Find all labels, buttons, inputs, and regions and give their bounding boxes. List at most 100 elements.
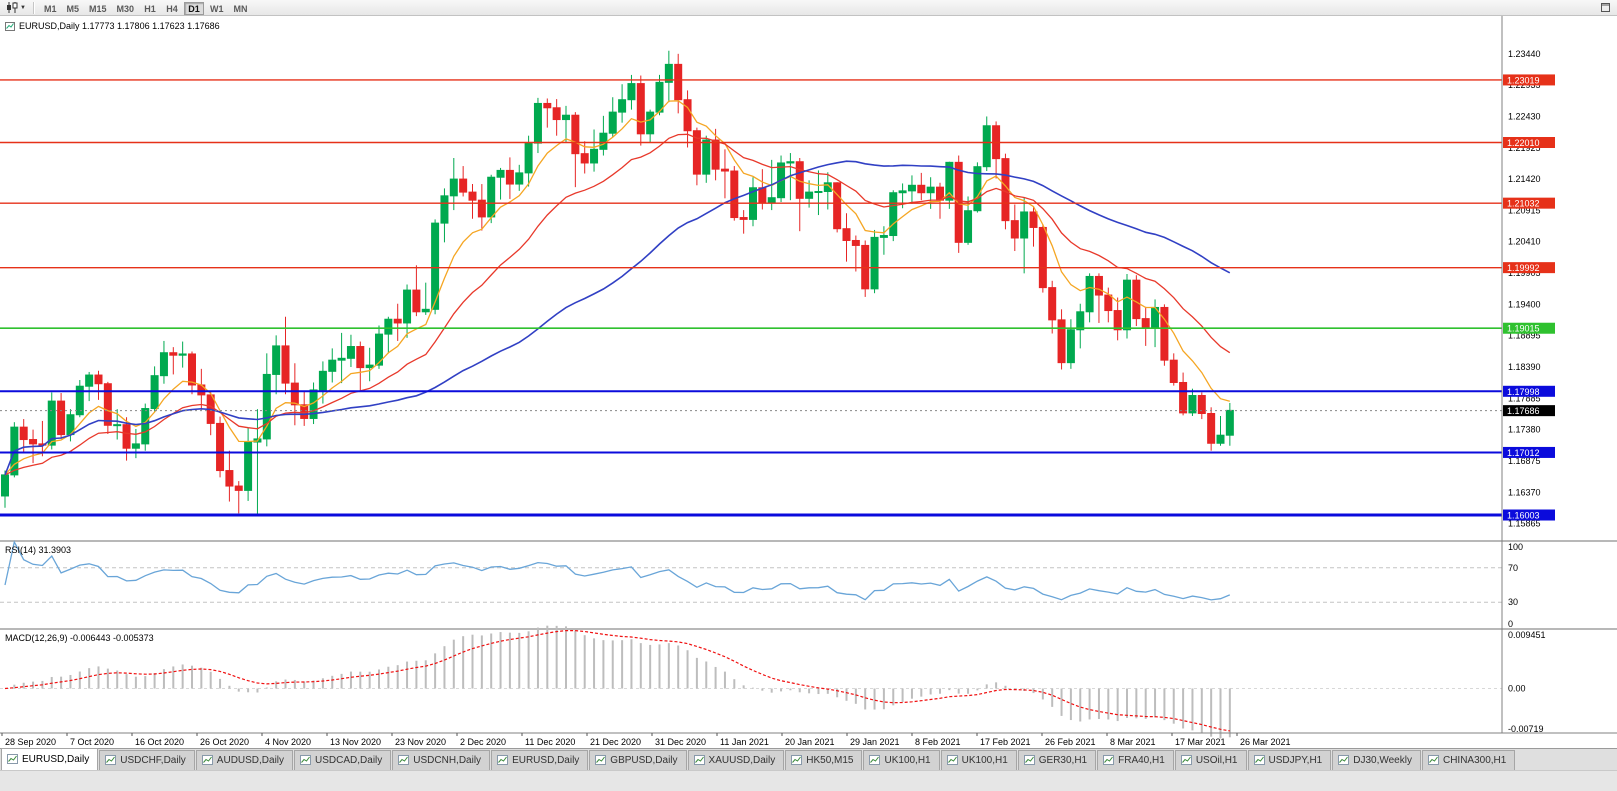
svg-text:1.22430: 1.22430 [1508, 111, 1541, 121]
symbol-tab-ger30-h1[interactable]: GER30,H1 [1017, 750, 1097, 770]
timeframe-button-d1[interactable]: D1 [184, 1, 205, 15]
timeframe-button-mn[interactable]: MN [230, 2, 252, 15]
price-tag-1.19992[interactable]: 1.19992 [1503, 262, 1555, 274]
restore-icon [1601, 3, 1610, 12]
tab-label: USDCAD,Daily [315, 754, 383, 766]
timeframe-button-m15[interactable]: M15 [85, 2, 111, 15]
macd-histogram [13, 625, 1231, 739]
symbol-tab-usdchf-daily[interactable]: USDCHF,Daily [99, 750, 195, 770]
tab-chart-icon [791, 755, 803, 765]
svg-text:70: 70 [1508, 563, 1518, 573]
svg-text:1.16003: 1.16003 [1507, 511, 1540, 521]
tab-chart-icon [398, 755, 410, 765]
price-chart[interactable]: 1.234401.229351.224301.219251.214201.209… [0, 16, 1617, 748]
svg-text:11 Jan 2021: 11 Jan 2021 [720, 737, 769, 747]
price-tag-1.22010[interactable]: 1.22010 [1503, 137, 1555, 149]
symbol-tab-usoil-h1[interactable]: USOil,H1 [1174, 750, 1247, 770]
tab-label: USDCHF,Daily [120, 754, 186, 766]
chart-tab-bar: EURUSD,Daily USDCHF,Daily AUDUSD,Daily USDC… [0, 748, 1617, 770]
toolbar-separator [32, 1, 35, 14]
svg-text:0.009451: 0.009451 [1508, 630, 1546, 640]
price-tag-1.17012[interactable]: 1.17012 [1503, 446, 1555, 458]
svg-text:26 Feb 2021: 26 Feb 2021 [1045, 737, 1096, 747]
timeframe-button-h4[interactable]: H4 [162, 2, 182, 15]
svg-text:1.16370: 1.16370 [1508, 487, 1541, 497]
svg-text:29 Jan 2021: 29 Jan 2021 [850, 737, 900, 747]
date-axis[interactable]: 28 Sep 2020 7 Oct 2020 16 Oct 2020 26 Oct 2… [1, 733, 1291, 747]
svg-text:26 Oct 2020: 26 Oct 2020 [200, 737, 249, 747]
tab-label: HK50,M15 [806, 754, 854, 766]
symbol-tab-china300-h1[interactable]: CHINA300,H1 [1421, 750, 1516, 770]
chevron-down-icon: ▼ [20, 4, 26, 11]
svg-text:1.23019: 1.23019 [1507, 75, 1540, 85]
svg-text:23 Nov 2020: 23 Nov 2020 [395, 737, 446, 747]
svg-text:0: 0 [1508, 619, 1513, 629]
svg-text:30: 30 [1508, 597, 1518, 607]
tab-chart-icon [693, 755, 705, 765]
svg-text:1.19400: 1.19400 [1508, 299, 1541, 309]
svg-text:1.18390: 1.18390 [1508, 362, 1541, 372]
svg-text:28 Sep 2020: 28 Sep 2020 [5, 737, 56, 747]
symbol-tab-xauusd-daily[interactable]: XAUUSD,Daily [687, 750, 785, 770]
tab-label: GBPUSD,Daily [610, 754, 678, 766]
svg-text:1.17885: 1.17885 [1508, 393, 1541, 403]
svg-text:1.17686: 1.17686 [1507, 406, 1540, 416]
symbol-tab-hk50-m15[interactable]: HK50,M15 [785, 750, 863, 770]
symbol-tab-fra40-h1[interactable]: FRA40,H1 [1097, 750, 1174, 770]
svg-text:1.19015: 1.19015 [1507, 324, 1540, 334]
svg-text:-0.00719: -0.00719 [1508, 724, 1544, 734]
price-tag-1.17998[interactable]: 1.17998 [1503, 385, 1555, 397]
price-tag-1.16003[interactable]: 1.16003 [1503, 509, 1555, 521]
symbol-tab-gbpusd-daily[interactable]: GBPUSD,Daily [589, 750, 687, 770]
svg-text:0.00: 0.00 [1508, 683, 1526, 693]
tab-chart-icon [1338, 755, 1350, 765]
price-tag-1.23019[interactable]: 1.23019 [1503, 74, 1555, 86]
tab-label: USOil,H1 [1195, 754, 1238, 766]
tab-chart-icon [1253, 755, 1265, 765]
restore-window-button[interactable] [1597, 0, 1614, 15]
candlestick-chart-icon [7, 2, 18, 13]
svg-text:1.20410: 1.20410 [1508, 237, 1541, 247]
svg-text:8 Feb 2021: 8 Feb 2021 [915, 737, 961, 747]
tab-label: XAUUSD,Daily [708, 754, 776, 766]
timeframe-button-m30[interactable]: M30 [113, 2, 139, 15]
tab-chart-icon [869, 755, 881, 765]
tab-label: UK100,H1 [884, 754, 931, 766]
symbol-tab-dj30-weekly[interactable]: DJ30,Weekly [1332, 750, 1421, 770]
timeframe-button-m5[interactable]: M5 [62, 2, 83, 15]
tab-label: EURUSD,Daily [22, 753, 90, 765]
svg-text:7 Oct 2020: 7 Oct 2020 [70, 737, 114, 747]
price-tag-1.19015[interactable]: 1.19015 [1503, 322, 1555, 334]
chart-type-selector[interactable]: ▼ [3, 1, 29, 15]
tab-label: AUDUSD,Daily [216, 754, 285, 766]
timeframe-button-w1[interactable]: W1 [206, 2, 228, 15]
timeframe-button-m1[interactable]: M1 [40, 2, 61, 15]
rsi-line [4, 540, 1231, 601]
symbol-tab-usdcnh-daily[interactable]: USDCNH,Daily [392, 750, 491, 770]
symbol-tab-eurusd-daily[interactable]: EURUSD,Daily [1, 748, 99, 770]
ma-slow-blue [4, 160, 1231, 476]
symbol-tab-usdjpy-h1[interactable]: USDJPY,H1 [1247, 750, 1332, 770]
symbol-tab-eurusd-daily[interactable]: EURUSD,Daily [491, 750, 589, 770]
symbol-tab-usdcad-daily[interactable]: USDCAD,Daily [294, 750, 392, 770]
symbol-tab-uk100-h1[interactable]: UK100,H1 [940, 750, 1017, 770]
timeframe-button-group: M1 M5 M15 M30 H1 H4 D1 W1 MN [39, 0, 253, 17]
tab-chart-icon [1103, 755, 1115, 765]
symbol-tab-uk100-h1[interactable]: UK100,H1 [863, 750, 940, 770]
tab-chart-icon [1427, 755, 1439, 765]
svg-text:31 Dec 2020: 31 Dec 2020 [655, 737, 706, 747]
pane-splitter-rsi[interactable] [0, 540, 1617, 542]
price-tag-1.21032[interactable]: 1.21032 [1503, 197, 1555, 209]
bid-price-tag: 1.17686 [1503, 405, 1555, 417]
tab-label: EURUSD,Daily [512, 754, 580, 766]
symbol-tab-audusd-daily[interactable]: AUDUSD,Daily [195, 750, 294, 770]
timeframe-button-h1[interactable]: H1 [140, 2, 160, 15]
tab-chart-icon [7, 754, 18, 764]
svg-text:1.20915: 1.20915 [1508, 205, 1541, 215]
svg-text:8 Mar 2021: 8 Mar 2021 [1110, 737, 1156, 747]
chart-area[interactable]: 1.234401.229351.224301.219251.214201.209… [0, 16, 1617, 748]
tab-label: FRA40,H1 [1118, 754, 1165, 766]
pane-splitter-macd[interactable] [0, 628, 1617, 630]
svg-text:100: 100 [1508, 542, 1523, 552]
